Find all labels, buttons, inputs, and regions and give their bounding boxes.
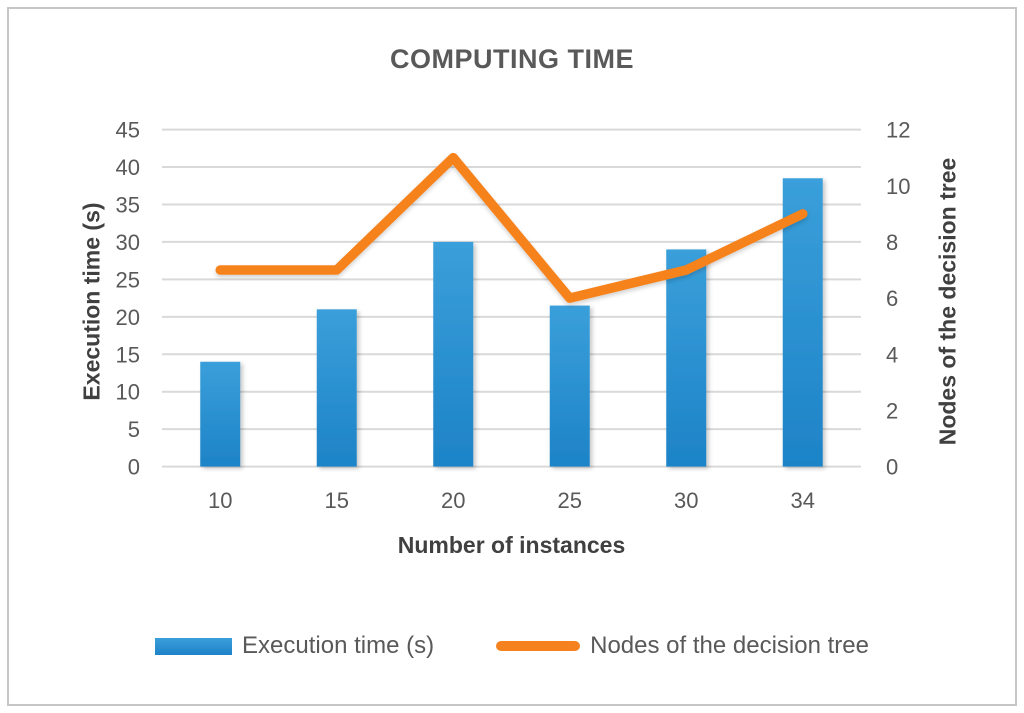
y-axis-title-left: Execution time (s): [78, 202, 105, 401]
y-axis-tick-right: 4: [886, 342, 898, 367]
x-axis-tick: 15: [325, 488, 349, 513]
x-axis-tick: 20: [441, 488, 465, 513]
bar: [200, 361, 241, 467]
y-axis-tick-left: 5: [128, 417, 140, 442]
y-axis-tick-left: 45: [116, 118, 140, 143]
y-axis-title-right: Nodes of the decision tree: [934, 157, 961, 446]
y-axis-tick-left: 20: [116, 305, 140, 330]
bar-series-swatch-icon: [155, 637, 233, 655]
line-series: [215, 152, 808, 303]
bar: [316, 309, 357, 467]
y-axis-tick-left: 0: [128, 455, 140, 480]
x-axis-tick: 30: [674, 488, 698, 513]
chart-legend: Execution time (s) Nodes of the decision…: [0, 632, 1024, 660]
y-axis-tick-right: 10: [886, 174, 910, 199]
x-axis-title: Number of instances: [397, 532, 626, 558]
y-axis-tick-left: 10: [116, 380, 140, 405]
figure-border: [7, 7, 1017, 706]
y-axis-tick-left: 25: [116, 267, 140, 292]
legend-item-execution-time: Execution time (s): [155, 632, 434, 660]
bar: [782, 178, 823, 467]
bar: [666, 249, 707, 467]
y-axis-tick-left: 40: [116, 155, 140, 180]
y-axis-tick-right: 2: [886, 398, 898, 423]
y-axis-tick-left: 35: [116, 192, 140, 217]
y-axis-tick-left: 30: [116, 230, 140, 255]
line-series-swatch-icon: [496, 641, 581, 651]
chart-title: COMPUTING TIME: [390, 44, 634, 74]
bar: [433, 241, 474, 467]
legend-label: Execution time (s): [242, 632, 435, 659]
x-axis-tick: 34: [791, 488, 815, 513]
y-axis-tick-left: 15: [116, 342, 140, 367]
bar: [549, 305, 590, 467]
legend-item-nodes: Nodes of the decision tree: [496, 632, 869, 660]
x-axis-tick: 25: [558, 488, 582, 513]
y-axis-tick-right: 0: [886, 455, 898, 480]
legend-label: Nodes of the decision tree: [590, 632, 869, 659]
x-axis-tick: 10: [208, 488, 232, 513]
y-axis-tick-right: 12: [886, 118, 910, 143]
y-axis-tick-right: 8: [886, 230, 898, 255]
y-axis-tick-right: 6: [886, 286, 898, 311]
